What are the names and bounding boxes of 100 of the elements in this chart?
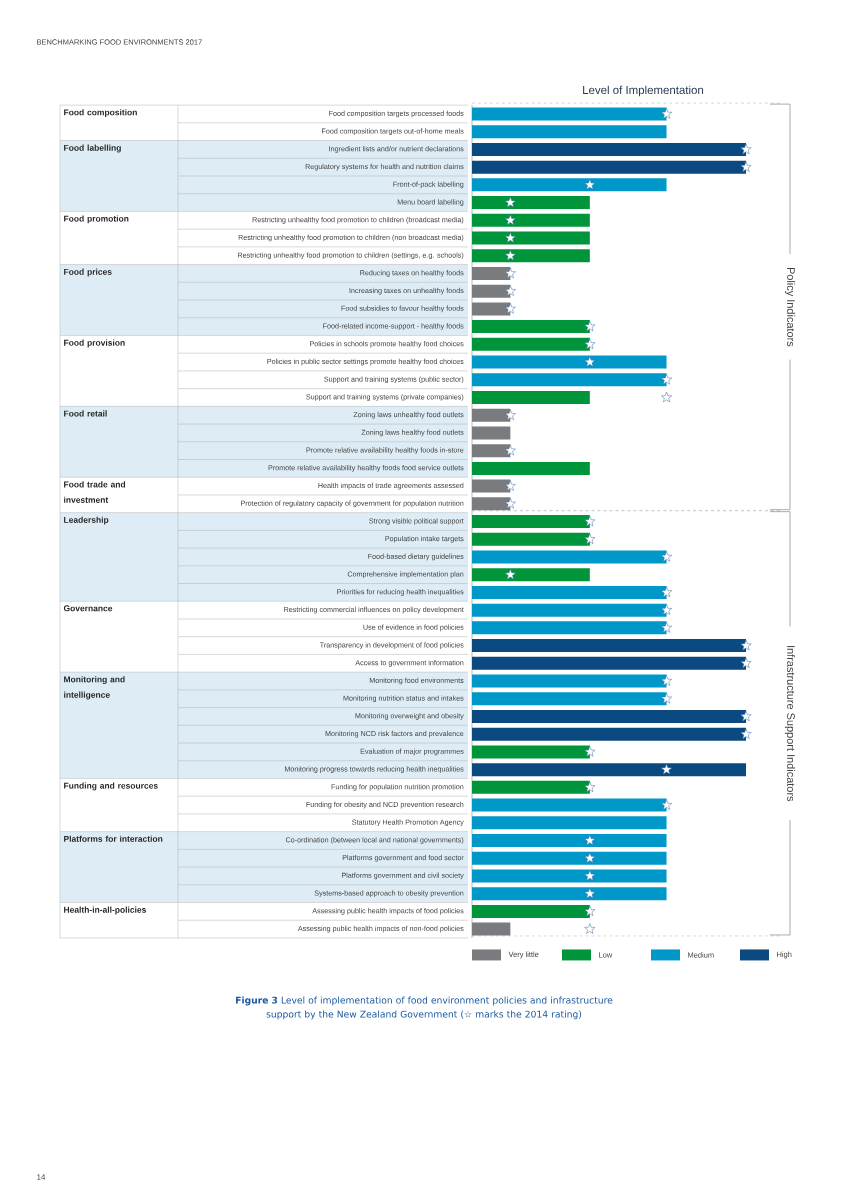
point: [584, 533, 596, 544]
bar: [472, 515, 590, 529]
bar: [472, 904, 590, 918]
bar: [472, 869, 667, 883]
text: Governance: [63, 605, 113, 612]
bar: [472, 603, 667, 617]
bar: [472, 178, 667, 192]
bar: [472, 107, 667, 121]
bar: [472, 692, 667, 706]
point: [504, 568, 516, 580]
bar: [472, 568, 590, 582]
point: [740, 710, 752, 722]
point: [584, 356, 596, 367]
bar: [472, 249, 590, 263]
point: [504, 196, 516, 208]
point: [661, 374, 673, 385]
point: [661, 763, 673, 775]
bar: [472, 639, 746, 653]
point: [740, 639, 752, 651]
bar: [472, 887, 667, 901]
bar: [472, 461, 590, 475]
point: [661, 391, 673, 403]
bar: [472, 391, 590, 405]
text: Food provision: [64, 339, 125, 348]
text: Figure 3 Level of implementation of food environment policies and infrastructure support by the New Zealand Government (☆ marks the 2014 rating): [236, 996, 613, 1020]
point: [504, 409, 516, 420]
bar: [472, 444, 511, 458]
point: [584, 852, 596, 863]
point: [584, 923, 596, 934]
text: Food labelling: [64, 144, 121, 153]
bar: [472, 373, 667, 387]
point: [584, 515, 596, 527]
bar: [472, 798, 667, 812]
bar: [472, 585, 667, 599]
point: [504, 480, 516, 491]
text: Monitoring and intelligence: [64, 676, 125, 700]
point: [584, 179, 596, 190]
point: [661, 604, 673, 615]
bar: [472, 320, 590, 334]
bar: [472, 851, 667, 865]
point: [584, 834, 596, 846]
bar: [472, 302, 511, 316]
point: [584, 870, 596, 881]
text: Health-in-all-policies: [64, 906, 146, 915]
text: Funding and resources: [64, 782, 158, 791]
bar: [472, 426, 511, 440]
point: [584, 320, 596, 332]
point: [740, 143, 752, 155]
text: Food prices: [64, 268, 112, 277]
point: [661, 586, 673, 598]
point: [661, 622, 673, 633]
bar: [472, 497, 511, 511]
point: [584, 781, 596, 793]
bar: [472, 284, 511, 298]
point: [740, 161, 752, 172]
point: [504, 232, 516, 243]
bar: [472, 780, 590, 794]
text: Food retail: [64, 410, 107, 417]
text: Policy Indicators: [784, 267, 796, 347]
bar: [472, 727, 746, 741]
bar: [472, 816, 667, 830]
bar: [472, 266, 511, 280]
point: [584, 905, 596, 917]
point: [740, 657, 752, 668]
bar: [472, 709, 746, 723]
bar: [472, 479, 511, 493]
point: [584, 746, 596, 757]
bar: [472, 550, 667, 564]
bar: [472, 355, 667, 369]
point: [661, 799, 673, 810]
text: Platforms for interaction: [64, 835, 163, 842]
bar: [472, 532, 590, 546]
x-axis-title: Level of Implementation: [583, 85, 704, 97]
bar: [472, 231, 590, 245]
text: Food composition: [64, 109, 137, 118]
bar: [472, 196, 590, 210]
text: Food trade and investment: [64, 481, 126, 503]
point: [584, 887, 596, 899]
bar: [472, 674, 667, 688]
bar: [472, 834, 667, 848]
bar: [472, 408, 511, 422]
bar: [472, 160, 746, 174]
point: [661, 108, 673, 119]
point: [504, 285, 516, 296]
bar: [472, 337, 590, 351]
text: Infrastructure Support Indicators: [784, 646, 796, 802]
bar: [472, 745, 590, 759]
point: [504, 303, 516, 314]
point: [504, 444, 516, 456]
point: [740, 728, 752, 739]
bar: [472, 213, 590, 227]
point: [504, 498, 516, 509]
text: Leadership: [64, 516, 109, 525]
bar: [472, 142, 746, 156]
bar: [472, 621, 667, 635]
bar: [472, 125, 667, 139]
point: [661, 551, 673, 562]
text: Food promotion: [64, 215, 129, 224]
point: [504, 267, 516, 279]
bar: [472, 763, 746, 777]
